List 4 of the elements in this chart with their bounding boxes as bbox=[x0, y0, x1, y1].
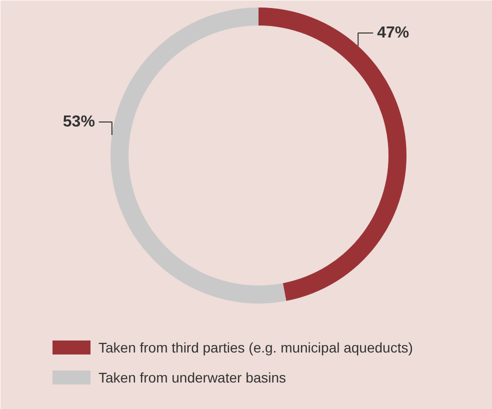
data-label: 47% bbox=[377, 24, 410, 42]
legend-label: Taken from underwater basins bbox=[98, 370, 286, 386]
data-label: 53% bbox=[62, 114, 95, 131]
legend-label: Taken from third parties (e.g. municipal aqueducts) bbox=[98, 340, 413, 356]
